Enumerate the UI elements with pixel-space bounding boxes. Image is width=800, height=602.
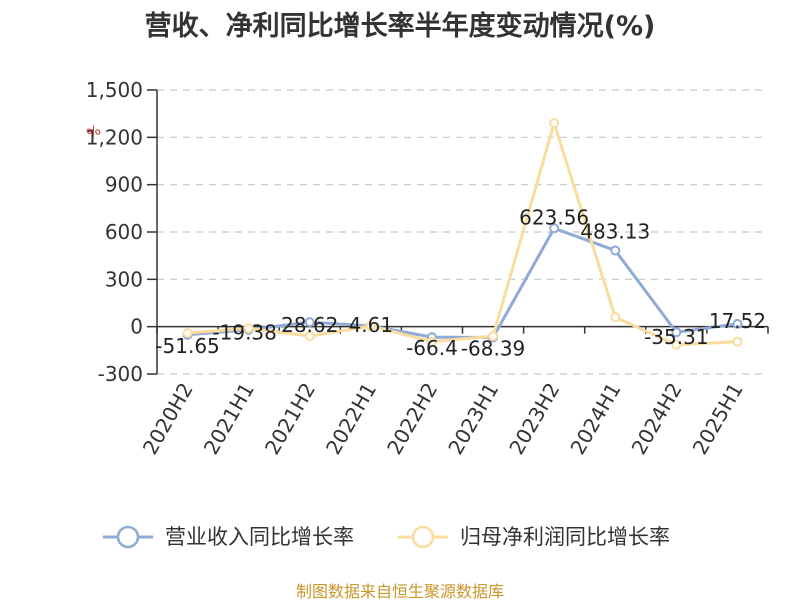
x-tick-label: 2021H2 xyxy=(260,379,320,459)
grid-lines xyxy=(157,89,768,375)
series-line-2 xyxy=(187,121,738,347)
x-tick-label: 2024H2 xyxy=(627,379,687,459)
data-point xyxy=(610,312,621,323)
chart-title: 营收、净利同比增长率半年度变动情况(%) xyxy=(144,11,656,42)
data-label: -51.65 xyxy=(155,334,219,358)
data-label: -68.39 xyxy=(461,336,525,360)
series-line-1 xyxy=(187,226,738,339)
data-point xyxy=(304,317,315,328)
data-point xyxy=(549,223,560,234)
legend-marker xyxy=(116,525,140,549)
series-lines xyxy=(182,118,743,350)
x-tick-label: 2023H2 xyxy=(504,379,564,459)
y-tick-label: 1,500 xyxy=(86,78,143,102)
y-tick-label: -300 xyxy=(98,362,143,386)
data-point xyxy=(549,118,560,129)
data-point xyxy=(426,336,437,347)
x-tick-label: 2022H1 xyxy=(321,379,381,459)
data-point xyxy=(671,339,682,350)
x-tick-label: 2021H1 xyxy=(199,379,259,459)
y-tick-label: 0 xyxy=(130,315,143,339)
y-tick-label: 1,200 xyxy=(86,125,143,149)
x-tick-label: 2023H1 xyxy=(443,379,503,459)
x-tick-label: 2022H2 xyxy=(382,379,442,459)
y-tick-label: 600 xyxy=(105,220,143,244)
data-label: -66.4 xyxy=(406,336,458,360)
data-point xyxy=(243,323,254,334)
data-point xyxy=(671,327,682,338)
y-tick-label: 300 xyxy=(105,267,143,291)
legend-marker xyxy=(411,525,435,549)
x-tick-label: 2024H1 xyxy=(565,379,625,459)
legend-label: 营业收入同比增长率 xyxy=(165,525,354,549)
legend-label: 归母净利润同比增长率 xyxy=(460,525,670,549)
data-label: -35.31 xyxy=(644,325,708,349)
data-label: 17.52 xyxy=(709,309,766,333)
x-tick-label: 2020H2 xyxy=(138,379,198,459)
data-point xyxy=(182,327,193,338)
data-point xyxy=(732,336,743,347)
data-label: 623.56 xyxy=(519,205,589,229)
data-point xyxy=(304,331,315,342)
source-note: 制图数据来自恒生聚源数据库 xyxy=(295,582,504,601)
data-point xyxy=(610,245,621,256)
data-label: 4.61 xyxy=(349,313,394,337)
data-point xyxy=(365,320,376,331)
legend: 营业收入同比增长率 归母净利润同比增长率 xyxy=(103,525,670,549)
data-label: 483.13 xyxy=(580,219,650,243)
data-label: 28.62 xyxy=(281,313,338,337)
y-tick-label: 900 xyxy=(105,173,143,197)
data-point xyxy=(732,318,743,329)
data-point xyxy=(488,331,499,342)
data-label: -19.38 xyxy=(212,321,276,345)
data-labels: -51.65-19.38 28.62 4.61 -66.4 -68.39 623.5648… xyxy=(155,205,766,360)
x-tick-label: 2025H1 xyxy=(688,379,748,459)
